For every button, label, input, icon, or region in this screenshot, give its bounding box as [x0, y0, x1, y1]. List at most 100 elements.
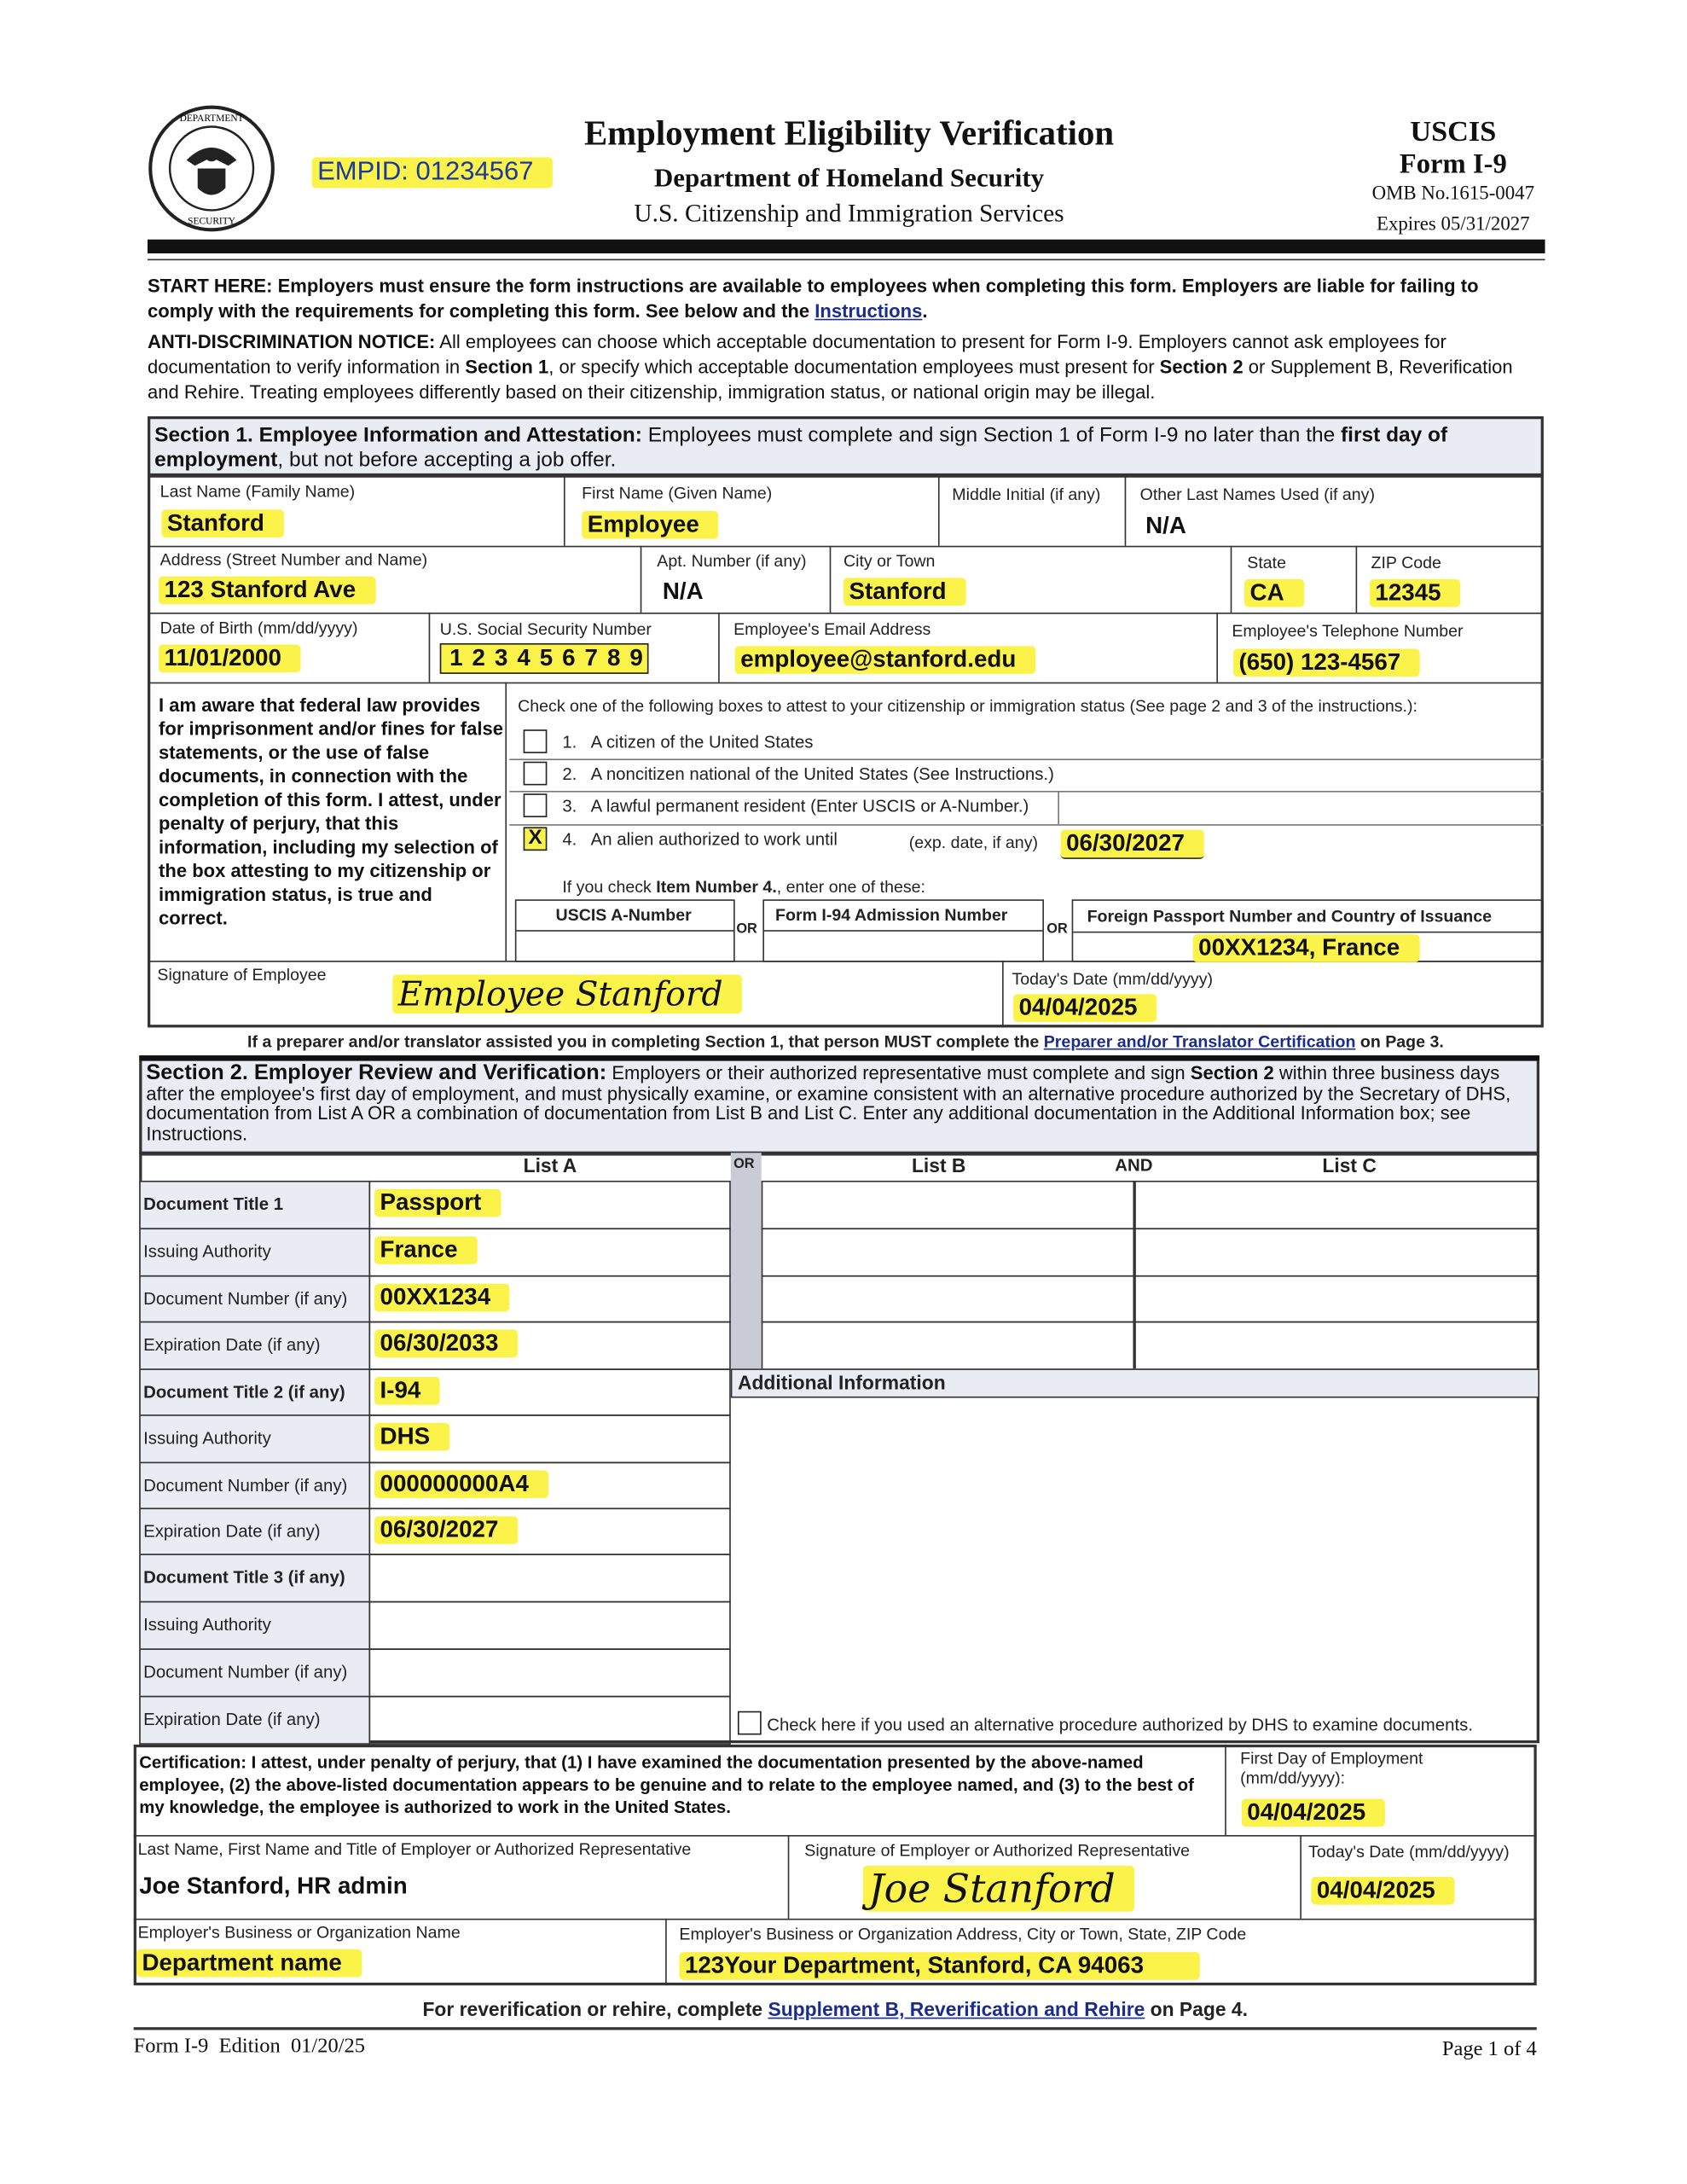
alt-procedure-label: Check here if you used an alternative pr…	[767, 1715, 1474, 1735]
state-field[interactable]: CA	[1244, 578, 1304, 607]
i94-number-field[interactable]: Form I-94 Admission Number	[762, 899, 1044, 962]
rep-date-field[interactable]: 04/04/2025	[1311, 1876, 1455, 1905]
status-checkbox-4[interactable]: X	[523, 827, 548, 851]
list-b-field[interactable]	[761, 1275, 1135, 1323]
list-c-field[interactable]	[1134, 1275, 1539, 1323]
expiration-date: Expires 05/31/2027	[1376, 214, 1530, 235]
list-a-field[interactable]: 000000000A4	[368, 1461, 731, 1510]
anti-discrimination-notice: ANTI-DISCRIMINATION NOTICE: All employee…	[147, 331, 1513, 403]
list-c-field[interactable]	[1134, 1228, 1539, 1277]
preparer-certification-link[interactable]: Preparer and/or Translator Certification	[1043, 1031, 1356, 1052]
org-name-label: Employer's Business or Organization Name	[137, 1922, 461, 1943]
ssn-field[interactable]: 1 2 3 4 5 6 7 8 9	[439, 642, 649, 674]
additional-info-field[interactable]	[733, 1398, 1537, 1705]
list-b-field[interactable]	[761, 1180, 1135, 1230]
exp-date-field[interactable]: 06/30/2027	[1060, 829, 1204, 859]
zip-label: ZIP Code	[1371, 552, 1441, 572]
doc-row-label: Expiration Date (if any)	[139, 1507, 371, 1555]
doc-row-label: Document Number (if any)	[139, 1461, 371, 1510]
status-option-label: 1. A citizen of the United States	[562, 732, 814, 752]
list-a-field[interactable]: 00XX1234	[368, 1275, 731, 1323]
status-checkbox-2[interactable]	[523, 761, 548, 786]
rep-name-field[interactable]: Joe Stanford, HR admin	[139, 1873, 408, 1900]
today-date-field[interactable]: 04/04/2025	[1013, 994, 1157, 1022]
uscis-label: USCIS	[1410, 113, 1497, 148]
certification-block	[133, 1744, 1537, 1986]
list-a-field[interactable]	[368, 1600, 731, 1650]
list-a-header: List A	[523, 1153, 577, 1177]
employee-signature[interactable]: Employee Stanford	[392, 974, 743, 1014]
form-number: Form I-9	[1399, 148, 1507, 180]
supplement-b-link[interactable]: Supplement B, Reverification and Rehire	[768, 1997, 1145, 2021]
list-a-field[interactable]: France	[368, 1228, 731, 1277]
list-a-field[interactable]: 06/30/2033	[368, 1321, 731, 1370]
divider	[147, 258, 1545, 261]
email-field[interactable]: employee@stanford.edu	[734, 646, 1036, 674]
doc-row-label: Expiration Date (if any)	[139, 1695, 371, 1745]
section2-header: Section 2. Employer Review and Verificat…	[139, 1060, 1539, 1154]
svg-text:SECURITY: SECURITY	[188, 217, 235, 227]
list-a-field[interactable]	[368, 1648, 731, 1698]
address-field[interactable]: 123 Stanford Ave	[159, 576, 376, 605]
alt-procedure-checkbox[interactable]	[737, 1711, 762, 1735]
instructions-link[interactable]: Instructions	[815, 300, 923, 322]
rep-signature[interactable]: Joe Stanford	[862, 1865, 1135, 1912]
other-names-field[interactable]: N/A	[1145, 512, 1186, 539]
first-name-field[interactable]: Employee	[582, 510, 719, 539]
address-label: Address (Street Number and Name)	[159, 549, 428, 570]
list-a-field[interactable]: I-94	[368, 1368, 731, 1416]
or-label: OR	[736, 921, 757, 938]
list-b-field[interactable]	[761, 1228, 1135, 1277]
section1-body	[147, 474, 1544, 1028]
doc-row-label: Issuing Authority	[139, 1228, 371, 1277]
doc-row-label: Expiration Date (if any)	[139, 1321, 371, 1370]
uscis-a-number-field[interactable]: USCIS A-Number	[514, 899, 735, 962]
dob-field[interactable]: 11/01/2000	[159, 644, 301, 673]
check-intro: Check one of the following boxes to atte…	[518, 696, 1417, 716]
org-address-field[interactable]: 123Your Department, Stanford, CA 94063	[679, 1952, 1200, 1980]
today-date-label: Today's Date (mm/dd/yyyy)	[1012, 968, 1214, 989]
employee-id: EMPID: 01234567	[311, 157, 554, 189]
list-a-field[interactable]	[368, 1695, 731, 1745]
list-b-field[interactable]	[761, 1321, 1135, 1370]
org-name-field[interactable]: Department name	[136, 1949, 362, 1978]
city-field[interactable]: Stanford	[843, 578, 966, 606]
zip-field[interactable]: 12345	[1369, 578, 1461, 607]
agency-name: U.S. Citizenship and Immigration Service…	[634, 199, 1064, 228]
ssn-label: U.S. Social Security Number	[439, 619, 652, 640]
list-a-field[interactable]: 06/30/2027	[368, 1507, 731, 1555]
apt-field[interactable]: N/A	[662, 578, 704, 605]
status-checkbox-1[interactable]	[523, 729, 548, 753]
svg-text:DEPARTMENT: DEPARTMENT	[180, 113, 244, 124]
header-bar	[147, 239, 1545, 254]
phone-field[interactable]: (650) 123-4567	[1232, 648, 1421, 677]
page-number: Page 1 of 4	[1441, 2038, 1537, 2061]
list-b-header: List B	[911, 1153, 966, 1177]
dob-label: Date of Birth (mm/dd/yyyy)	[159, 618, 358, 638]
status-checkbox-3[interactable]	[523, 793, 548, 817]
doc-row-label: Issuing Authority	[139, 1414, 371, 1464]
section1-header: Section 1. Employee Information and Atte…	[147, 415, 1544, 477]
list-c-field[interactable]	[1134, 1180, 1539, 1230]
last-name-field[interactable]: Stanford	[161, 509, 284, 537]
foreign-passport-field[interactable]: Foreign Passport Number and Country of I…	[1071, 899, 1544, 962]
other-names-label: Other Last Names Used (if any)	[1139, 484, 1375, 504]
doc-row-label: Document Title 3 (if any)	[139, 1554, 371, 1603]
list-a-field[interactable]: Passport	[368, 1180, 731, 1230]
org-address-label: Employer's Business or Organization Addr…	[679, 1924, 1247, 1944]
state-label: State	[1247, 552, 1287, 572]
employee-signature-label: Signature of Employee	[157, 964, 327, 985]
first-day-field[interactable]: 04/04/2025	[1241, 1798, 1385, 1827]
or-label: OR	[1046, 921, 1068, 938]
list-a-field[interactable]	[368, 1554, 731, 1603]
item4-note: If you check Item Number 4., enter one o…	[562, 877, 925, 897]
list-c-field[interactable]	[1134, 1321, 1539, 1370]
form-title: Employment Eligibility Verification	[583, 115, 1115, 154]
list-a-field[interactable]: DHS	[368, 1414, 731, 1464]
first-name-label: First Name (Given Name)	[582, 483, 773, 503]
doc-row-label: Issuing Authority	[139, 1600, 371, 1650]
apt-label: Apt. Number (if any)	[657, 551, 807, 572]
middle-initial-label: Middle Initial (if any)	[952, 484, 1101, 504]
attestation-statement: I am aware that federal law provides for…	[159, 694, 504, 929]
